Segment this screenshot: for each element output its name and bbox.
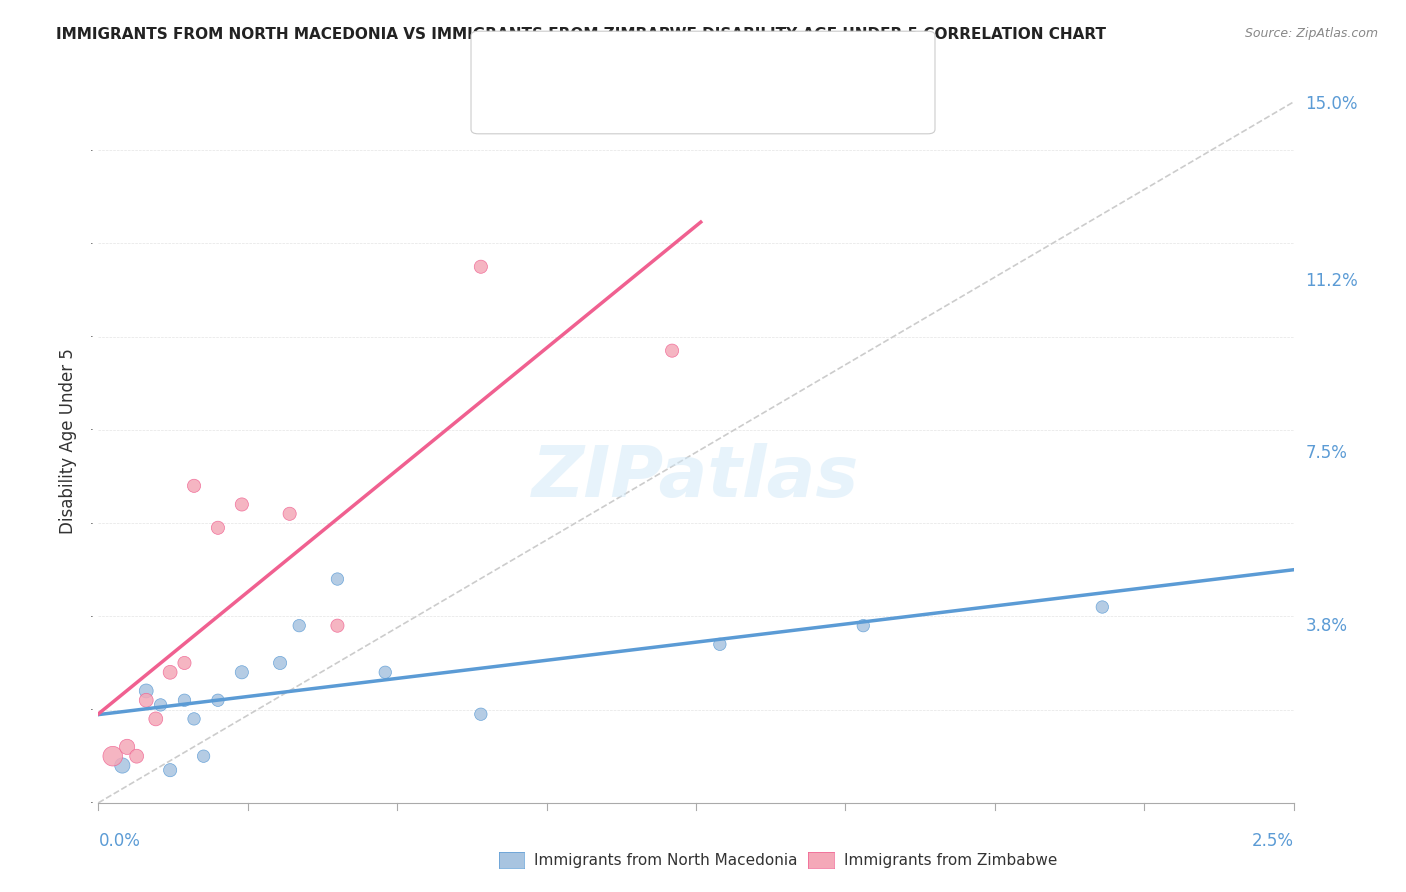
- Point: [125, 749, 148, 764]
- Point: [374, 665, 396, 680]
- Point: [135, 693, 157, 707]
- Point: [149, 698, 172, 712]
- Y-axis label: Disability Age Under 5: Disability Age Under 5: [59, 349, 76, 534]
- Point: [470, 260, 492, 274]
- Text: 14: 14: [619, 80, 641, 98]
- Point: [159, 665, 181, 680]
- Point: [193, 749, 215, 764]
- Point: [173, 693, 195, 707]
- Text: 0.601: 0.601: [537, 80, 589, 98]
- Text: 3.8%: 3.8%: [1306, 616, 1347, 635]
- Point: [173, 656, 195, 670]
- Point: [231, 498, 253, 512]
- Text: ZIPatlas: ZIPatlas: [533, 443, 859, 512]
- Text: R =: R =: [513, 80, 550, 98]
- Text: IMMIGRANTS FROM NORTH MACEDONIA VS IMMIGRANTS FROM ZIMBABWE DISABILITY AGE UNDER: IMMIGRANTS FROM NORTH MACEDONIA VS IMMIG…: [56, 27, 1107, 42]
- Point: [288, 618, 311, 632]
- Point: [207, 521, 229, 535]
- Text: Source: ZipAtlas.com: Source: ZipAtlas.com: [1244, 27, 1378, 40]
- Point: [207, 693, 229, 707]
- Point: [852, 618, 875, 632]
- Point: [111, 758, 134, 772]
- Point: [183, 479, 205, 493]
- Point: [1091, 600, 1114, 615]
- Text: R =: R =: [513, 49, 550, 67]
- Point: [661, 343, 683, 358]
- Point: [470, 707, 492, 722]
- Point: [135, 684, 157, 698]
- Point: [145, 712, 167, 726]
- Text: 17: 17: [619, 49, 641, 67]
- Text: 0.563: 0.563: [537, 49, 589, 67]
- Point: [115, 739, 138, 754]
- Text: Immigrants from Zimbabwe: Immigrants from Zimbabwe: [844, 854, 1057, 868]
- Text: 0.0%: 0.0%: [98, 831, 141, 850]
- Text: 7.5%: 7.5%: [1306, 444, 1347, 462]
- Text: Immigrants from North Macedonia: Immigrants from North Macedonia: [534, 854, 797, 868]
- Point: [326, 572, 349, 586]
- Text: N =: N =: [598, 80, 634, 98]
- Text: N =: N =: [598, 49, 634, 67]
- Point: [326, 618, 349, 632]
- Point: [709, 637, 731, 651]
- Point: [101, 749, 124, 764]
- Text: 2.5%: 2.5%: [1251, 831, 1294, 850]
- Point: [183, 712, 205, 726]
- Point: [159, 763, 181, 777]
- Text: 11.2%: 11.2%: [1306, 272, 1358, 290]
- Point: [269, 656, 291, 670]
- Point: [231, 665, 253, 680]
- Point: [278, 507, 301, 521]
- Text: 15.0%: 15.0%: [1306, 95, 1358, 112]
